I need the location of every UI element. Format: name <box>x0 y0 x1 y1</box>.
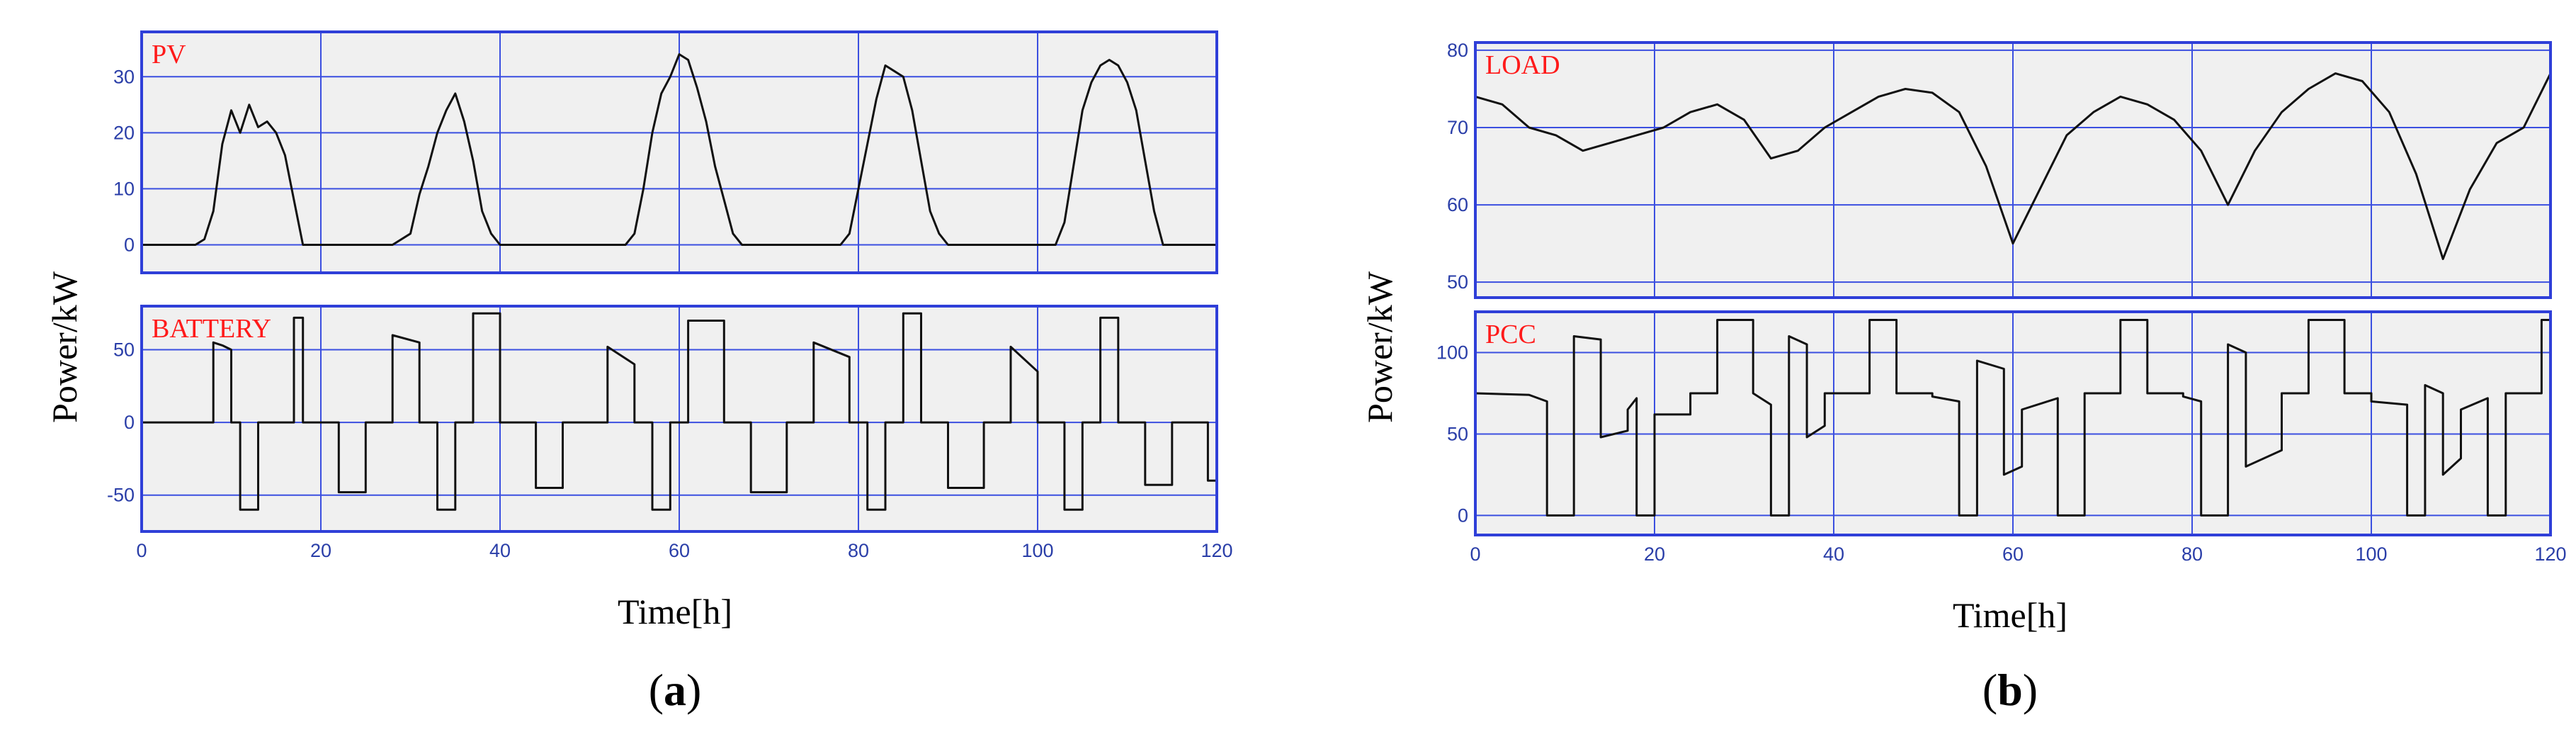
battery-xtick-label: 40 <box>489 540 511 561</box>
panel-b-caption: (b) <box>1982 665 2038 715</box>
panel-a-caption: (a) <box>649 665 702 715</box>
battery-series-line <box>142 312 1217 511</box>
pv-ytick-label: 10 <box>113 178 135 199</box>
panel-a-ylabel: Power/kW <box>45 271 84 423</box>
pv-ytick-label: 0 <box>124 234 135 255</box>
load-frame <box>1474 41 2552 299</box>
pcc-xtick-label: 0 <box>1470 544 1480 565</box>
battery-ytick-label: 0 <box>124 412 135 433</box>
pcc-frame <box>1474 310 2552 536</box>
panel-a: Power/kW Time[h] (a) 0 10 20 30 PV -50 0 50 0 20… <box>45 30 1233 715</box>
panel-b-xlabel: Time[h] <box>1953 595 2067 635</box>
pv-ytick-label: 30 <box>113 66 135 87</box>
pcc-ytick-label: 100 <box>1436 342 1468 363</box>
pcc-series-line <box>1475 319 2551 517</box>
pv-frame <box>140 30 1218 274</box>
load-series-label: LOAD <box>1485 50 1560 80</box>
pcc-xtick-label: 120 <box>2534 544 2566 565</box>
pcc-ytick-label: 50 <box>1447 423 1468 444</box>
pcc-xtick-label: 100 <box>2355 544 2387 565</box>
load-ytick-label: 60 <box>1447 194 1468 215</box>
panel-b-ylabel: Power/kW <box>1360 271 1400 423</box>
pcc-ytick-label: 0 <box>1458 505 1468 526</box>
load-series-line <box>1475 72 2552 260</box>
chart-battery: -50 0 50 0 20 40 60 80 100 120 BATTERY <box>107 305 1233 561</box>
pv-ytick-label: 20 <box>113 122 135 143</box>
panel-a-xlabel: Time[h] <box>618 592 732 631</box>
chart-load: 50 60 70 80 LOAD <box>1447 40 2552 299</box>
pv-series-label: PV <box>152 40 186 69</box>
battery-frame <box>140 305 1218 533</box>
battery-ytick-label: -50 <box>107 485 135 506</box>
pcc-series-label: PCC <box>1485 320 1536 349</box>
load-ytick-label: 80 <box>1447 40 1468 61</box>
battery-xtick-label: 80 <box>848 540 869 561</box>
battery-xtick-label: 100 <box>1021 540 1053 561</box>
battery-series-label: BATTERY <box>152 314 271 344</box>
pcc-xtick-label: 40 <box>1823 544 1844 565</box>
chart-pcc: 0 50 100 0 20 40 60 80 100 120 PCC <box>1436 310 2567 565</box>
battery-xtick-label: 60 <box>669 540 690 561</box>
pcc-xtick-label: 20 <box>1644 544 1665 565</box>
panel-b: Power/kW Time[h] (b) 50 60 70 80 LOAD 0 50 100… <box>1360 40 2567 715</box>
chart-pv: 0 10 20 30 PV <box>113 30 1218 274</box>
pcc-xtick-label: 80 <box>2181 544 2203 565</box>
battery-xtick-label: 20 <box>310 540 331 561</box>
pv-series-line <box>142 53 1217 246</box>
pcc-xtick-label: 60 <box>2002 544 2024 565</box>
load-ytick-label: 70 <box>1447 117 1468 138</box>
load-ytick-label: 50 <box>1447 271 1468 293</box>
battery-ytick-label: 50 <box>113 339 135 361</box>
battery-xtick-label: 120 <box>1201 540 1232 561</box>
battery-xtick-label: 0 <box>136 540 147 561</box>
